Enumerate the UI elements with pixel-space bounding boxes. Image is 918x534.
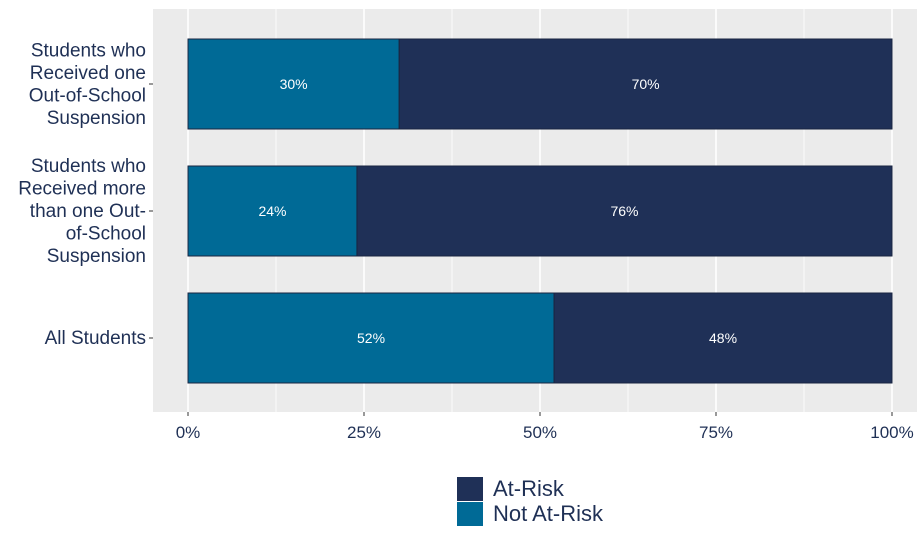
bar-value-label: 30% (280, 76, 308, 92)
x-tick-label: 50% (523, 423, 557, 442)
bar-segment (187, 292, 555, 384)
y-category-label: Received one (30, 63, 146, 84)
y-category-label: Suspension (47, 108, 146, 129)
y-category-label: of-School (66, 224, 146, 245)
y-category-label: Received more (18, 179, 146, 200)
legend-label: At-Risk (493, 476, 565, 501)
bar-segment (187, 165, 358, 257)
legend-key (457, 477, 483, 501)
x-tick-label: 75% (699, 423, 733, 442)
bar-segment (356, 165, 893, 257)
y-category-label: Students who (31, 40, 146, 61)
y-category-label: Suspension (47, 246, 146, 267)
bar-value-label: 76% (610, 203, 638, 219)
bar-segment (553, 292, 893, 384)
bar-value-label: 52% (357, 330, 385, 346)
y-category-label: Students who (31, 156, 146, 177)
y-category-label: than one Out- (30, 201, 146, 222)
bar-value-label: 24% (258, 203, 286, 219)
x-tick-label: 0% (176, 423, 201, 442)
x-tick-label: 25% (347, 423, 381, 442)
x-tick-label: 100% (870, 423, 913, 442)
bar-value-label: 70% (632, 76, 660, 92)
y-category-label: Out-of-School (29, 85, 146, 106)
bar-segment (187, 38, 400, 130)
y-category-label: All Students (45, 328, 146, 349)
legend-key (457, 502, 483, 526)
bar-value-label: 48% (709, 330, 737, 346)
bar-segment (398, 38, 893, 130)
legend-label: Not At-Risk (493, 501, 604, 526)
